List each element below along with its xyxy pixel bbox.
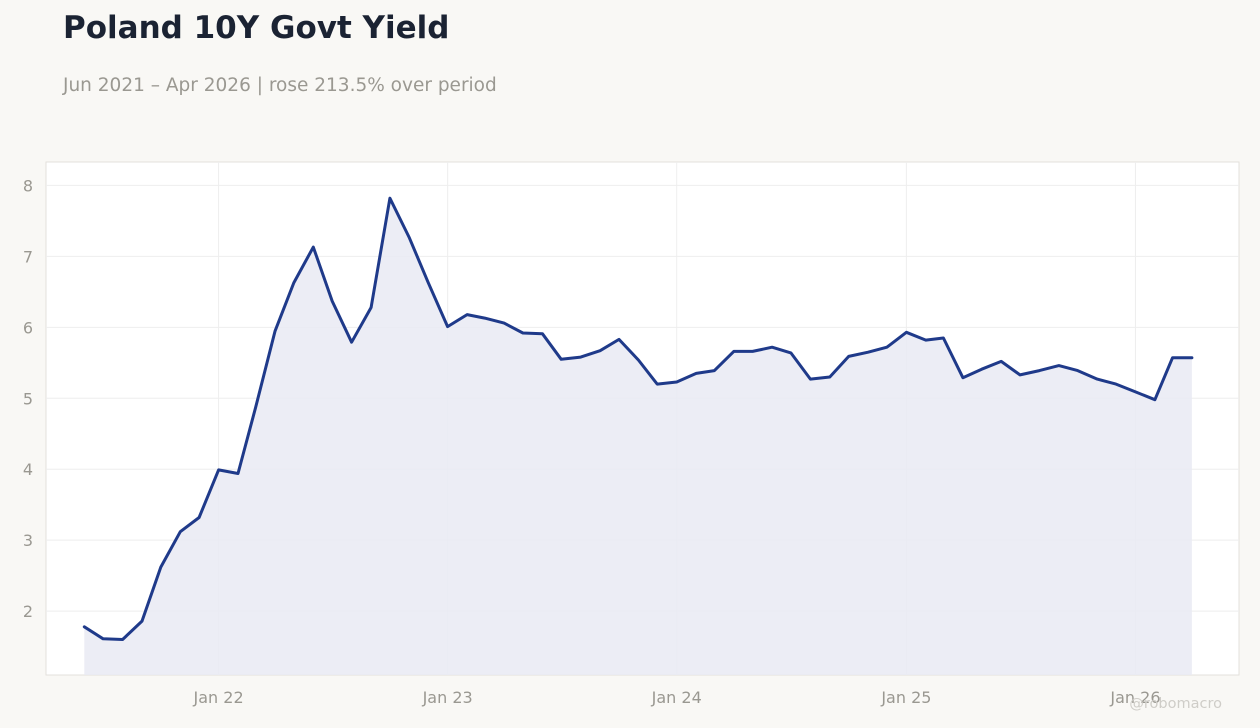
data-point xyxy=(198,516,201,519)
chart-title: Poland 10Y Govt Yield xyxy=(63,10,450,46)
data-point xyxy=(924,339,927,342)
data-point xyxy=(121,638,124,641)
data-point xyxy=(579,356,582,359)
data-point xyxy=(1171,356,1174,359)
y-tick-label: 6 xyxy=(23,318,33,337)
data-point xyxy=(141,620,144,623)
data-point xyxy=(771,346,774,349)
data-point xyxy=(809,378,812,381)
data-point xyxy=(521,332,524,335)
data-point xyxy=(483,317,486,320)
data-point xyxy=(388,197,391,200)
y-axis-ticks: 2 3 4 5 6 7 8 xyxy=(23,176,33,621)
data-point xyxy=(789,351,792,354)
y-tick-label: 3 xyxy=(23,531,33,550)
data-point xyxy=(885,346,888,349)
data-point xyxy=(637,359,640,362)
data-point xyxy=(656,383,659,386)
data-point xyxy=(1076,369,1079,372)
data-point xyxy=(599,349,602,352)
data-point xyxy=(713,369,716,372)
x-tick-label: Jan 23 xyxy=(422,688,473,707)
data-point xyxy=(867,351,870,354)
data-point xyxy=(370,306,373,309)
data-point xyxy=(331,300,334,303)
data-point xyxy=(732,350,735,353)
series-line xyxy=(82,196,1194,641)
data-point xyxy=(1190,356,1193,359)
data-point xyxy=(179,530,182,533)
data-point xyxy=(980,368,983,371)
x-tick-label: Jan 26 xyxy=(1109,688,1160,707)
data-point xyxy=(847,355,850,358)
data-point xyxy=(254,406,257,409)
data-point xyxy=(292,281,295,284)
watermark: @robomacro xyxy=(1129,696,1222,712)
y-tick-label: 4 xyxy=(23,460,33,479)
data-point xyxy=(618,338,621,341)
data-point xyxy=(159,566,162,569)
data-point xyxy=(751,350,754,353)
data-point xyxy=(1153,398,1156,401)
data-point xyxy=(828,376,831,379)
x-tick-label: Jan 22 xyxy=(193,688,244,707)
x-tick-label: Jan 25 xyxy=(880,688,931,707)
data-point xyxy=(466,313,469,316)
data-point xyxy=(905,331,908,334)
data-point xyxy=(83,625,86,628)
data-point xyxy=(1115,383,1118,386)
data-point xyxy=(1134,390,1137,393)
x-axis-ticks: Jan 22 Jan 23 Jan 24 Jan 25 Jan 26 xyxy=(193,688,1161,707)
data-point xyxy=(961,376,964,379)
data-point xyxy=(274,329,277,332)
data-point xyxy=(695,372,698,375)
y-tick-label: 5 xyxy=(23,389,33,408)
data-point xyxy=(446,325,449,328)
data-point xyxy=(102,637,105,640)
x-tick-label: Jan 24 xyxy=(651,688,702,707)
data-point xyxy=(1096,378,1099,381)
y-tick-label: 7 xyxy=(23,247,33,266)
y-tick-label: 8 xyxy=(23,176,33,195)
data-point xyxy=(541,332,544,335)
data-point xyxy=(312,246,315,249)
y-tick-label: 2 xyxy=(23,602,33,621)
data-point xyxy=(217,468,220,471)
data-point xyxy=(350,341,353,344)
chart-subtitle: Jun 2021 – Apr 2026 | rose 213.5% over p… xyxy=(63,75,497,96)
data-point xyxy=(1038,369,1041,372)
area-fill xyxy=(84,198,1192,675)
data-point xyxy=(560,358,563,361)
data-point xyxy=(1057,364,1060,367)
data-point xyxy=(427,281,430,284)
data-point xyxy=(408,236,411,239)
data-point xyxy=(1019,373,1022,376)
data-point xyxy=(1000,360,1003,363)
data-point xyxy=(503,322,506,325)
data-point xyxy=(942,337,945,340)
data-point xyxy=(675,381,678,384)
data-point xyxy=(237,472,240,475)
